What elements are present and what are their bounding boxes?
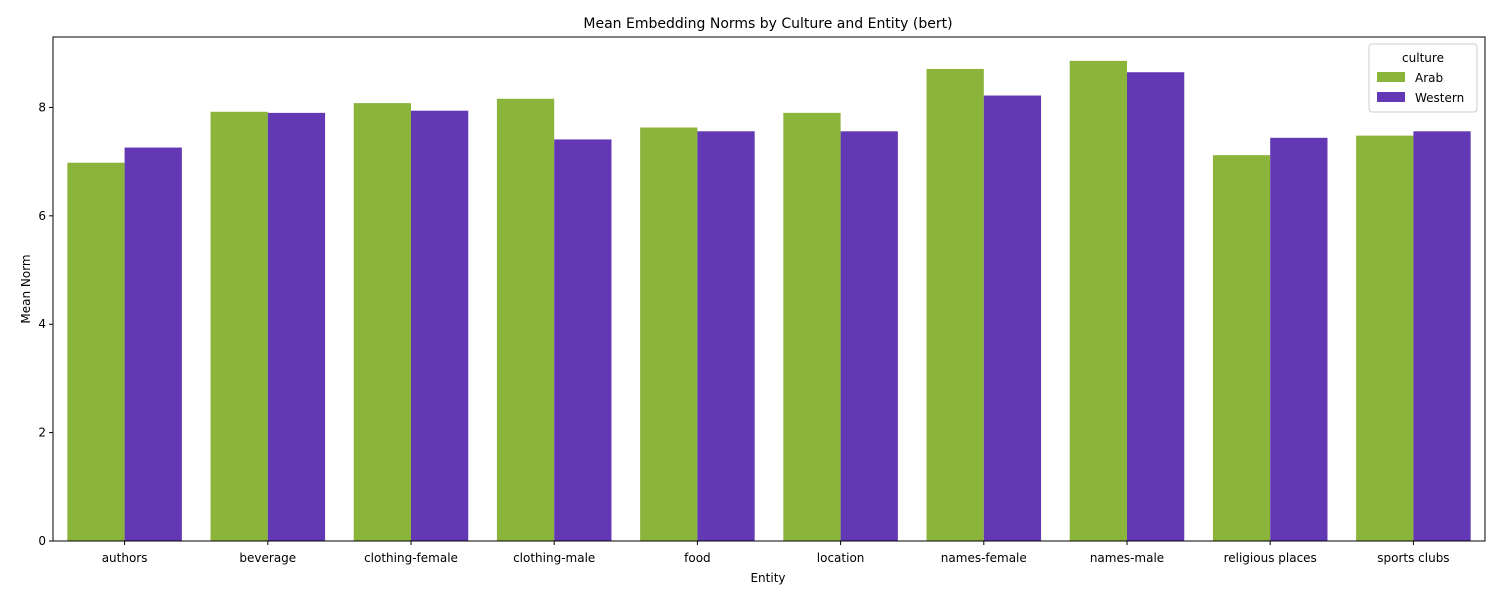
legend-swatch-western <box>1377 92 1405 102</box>
y-tick-label: 0 <box>38 534 46 548</box>
y-tick-label: 6 <box>38 209 46 223</box>
y-axis-label: Mean Norm <box>19 254 33 323</box>
bar-western-beverage <box>267 112 326 542</box>
bar-arab-sports-clubs <box>1356 135 1414 541</box>
x-tick-label: location <box>817 551 865 565</box>
x-tick-label: beverage <box>239 551 296 565</box>
x-tick-label: sports clubs <box>1377 551 1449 565</box>
y-tick-label: 8 <box>38 100 46 114</box>
bar-western-clothing-male <box>554 139 612 541</box>
legend-title: culture <box>1402 51 1444 65</box>
legend: culture Arab Western <box>1368 43 1478 113</box>
legend-label-western: Western <box>1415 91 1464 105</box>
bar-arab-authors <box>67 162 125 542</box>
bar-arab-names-female <box>926 68 984 541</box>
bar-western-religious-places <box>1270 137 1328 542</box>
bars-layer <box>67 60 1471 542</box>
chart-title: Mean Embedding Norms by Culture and Enti… <box>583 16 952 32</box>
x-tick-label: food <box>684 551 711 565</box>
bar-arab-clothing-female <box>353 103 411 542</box>
x-axis-label: Entity <box>750 571 785 585</box>
x-tick-label: religious places <box>1224 551 1317 565</box>
bar-western-food <box>697 131 755 542</box>
bar-western-authors <box>124 147 182 542</box>
legend-label-arab: Arab <box>1415 71 1443 85</box>
x-tick-label: clothing-female <box>364 551 458 565</box>
axes-layer: 0 2 4 6 8 authors beverage clothing-female cloth… <box>38 36 1486 565</box>
bar-arab-religious-places <box>1212 155 1271 541</box>
x-tick-label: authors <box>102 551 148 565</box>
x-tick-label: names-male <box>1090 551 1164 565</box>
bar-western-clothing-female <box>411 110 469 541</box>
y-tick-label: 2 <box>38 426 46 440</box>
bar-arab-clothing-male <box>496 98 555 541</box>
bar-arab-beverage <box>210 111 268 541</box>
plot-frame <box>52 36 1486 542</box>
x-tick-label: clothing-male <box>513 551 595 565</box>
bar-western-names-male <box>1127 72 1185 541</box>
bar-western-location <box>840 131 898 542</box>
bar-arab-names-male <box>1069 60 1127 541</box>
legend-swatch-arab <box>1377 72 1405 82</box>
bar-western-sports-clubs <box>1413 131 1471 542</box>
bar-western-names-female <box>983 95 1042 541</box>
x-tick-label: names-female <box>941 551 1027 565</box>
legend-entries: Arab Western <box>1377 71 1464 105</box>
bar-arab-food <box>640 127 698 541</box>
bar-arab-location <box>783 112 841 542</box>
y-tick-label: 4 <box>38 317 46 331</box>
